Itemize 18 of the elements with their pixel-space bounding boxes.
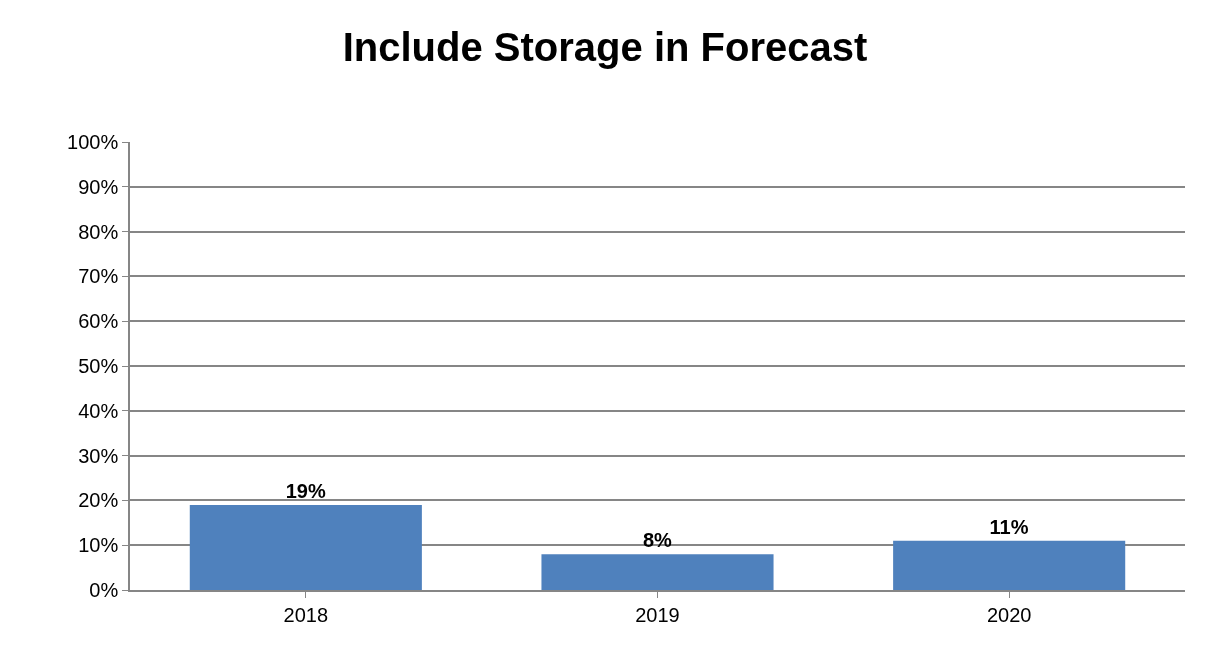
data-label: 8% [642,529,673,552]
y-tick-label: 30% [78,444,119,467]
y-tick-label: 50% [78,355,119,377]
y-tick-label: 20% [78,489,119,512]
data-label: 19% [285,479,326,502]
chart-title: Include Storage in Forecast [342,24,868,69]
y-tick-label: 0% [89,579,119,601]
y-tick-label: 10% [78,534,119,557]
y-tick-label: 80% [78,220,119,243]
y-tick-label: 70% [78,265,119,288]
y-tick-label: 40% [78,399,119,422]
x-tick-label: 2020 [986,603,1032,626]
data-label: 11% [989,515,1029,538]
x-tick-label: 2018 [283,603,329,626]
y-tick-label: 90% [78,175,119,198]
y-tick-label: 100% [67,131,119,153]
y-tick-label: 60% [78,310,119,333]
x-tick-label: 2019 [635,603,680,626]
